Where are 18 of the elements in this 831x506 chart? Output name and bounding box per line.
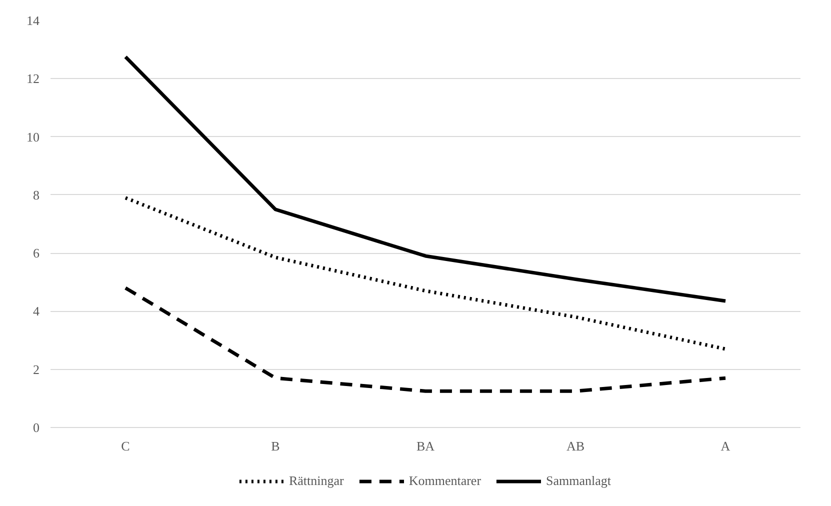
line-series	[124, 196, 728, 351]
x-tick-label: B	[271, 438, 280, 454]
y-tick-label: 6	[33, 246, 40, 261]
legend-label: Kommentarer	[408, 473, 482, 489]
legend-label: Rättningar	[288, 473, 344, 489]
y-tick-label: 14	[26, 13, 40, 28]
x-tick-label: C	[121, 438, 130, 454]
x-tick-label: AB	[566, 438, 585, 454]
y-tick-label: 10	[26, 129, 40, 144]
y-tick-label: 12	[26, 71, 40, 86]
line-series	[124, 55, 728, 303]
legend-label: Sammanlagt	[546, 473, 612, 489]
y-tick-label: 0	[33, 420, 40, 435]
x-tick-label: A	[720, 438, 731, 454]
y-tick-label: 2	[33, 362, 40, 377]
x-tick-label: BA	[416, 438, 436, 454]
y-tick-label: 8	[33, 187, 40, 202]
y-tick-label: 4	[33, 304, 40, 319]
